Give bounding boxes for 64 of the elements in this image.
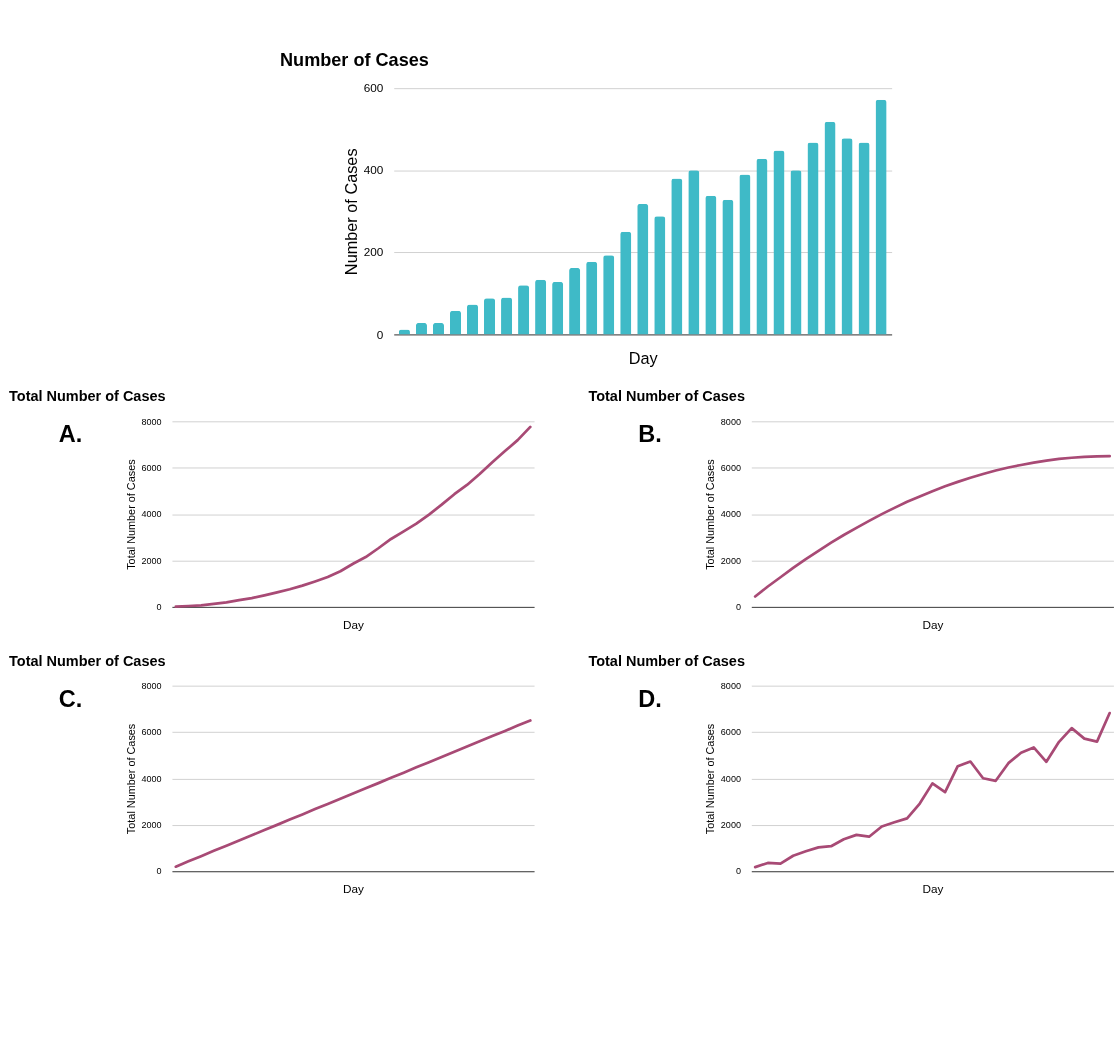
y-tick-label: 400 [363,163,384,177]
bar [807,142,819,335]
line-series [174,425,532,609]
bar [756,158,768,335]
y-tick-label: 6000 [141,462,162,473]
bar [671,178,683,335]
y-axis-title: Total Number of Cases [125,723,138,835]
line-series [753,711,1112,869]
y-tick-label: 2000 [720,820,741,831]
y-tick-label: 6000 [720,727,741,738]
bar [688,170,700,335]
y-tick-label: 0 [735,866,741,877]
y-tick-label: 8000 [720,416,741,427]
bar [739,174,751,335]
chart-title: Total Number of Cases [588,652,745,669]
y-axis-title: Total Number of Cases [704,723,717,835]
y-tick-label: 2000 [141,555,162,566]
chart-title: Total Number of Cases [9,652,166,669]
y-tick-label: 4000 [720,773,741,784]
bar [841,138,853,335]
text: B. [638,421,662,448]
y-tick-label: 2000 [141,820,162,831]
y-tick-label: 200 [363,245,384,259]
text: C. [58,685,83,712]
y-axis-title: Total Number of Cases [704,458,717,570]
y-tick-label: 600 [363,81,384,95]
y-tick-label: 8000 [141,680,162,691]
y-axis-title: Number of Cases [341,148,360,276]
chart-title: Total Number of Cases [9,388,166,405]
bar [637,203,649,335]
bar [824,121,836,335]
y-tick-label: 8000 [141,416,162,427]
y-tick-label: 0 [376,327,384,341]
y-tick-label: 8000 [720,680,741,691]
y-tick-label: 6000 [141,727,162,738]
y-tick-label: 0 [156,866,162,877]
x-axis-title: Day [628,348,659,367]
x-axis-title: Day [343,882,365,896]
x-axis-title: Day [922,882,944,896]
line-series [174,719,532,868]
y-tick-label: 4000 [141,509,162,520]
bar [858,142,870,335]
y-axis-title: Total Number of Cases [125,458,138,570]
bar [722,199,734,335]
y-tick-label: 0 [156,602,162,613]
x-axis-title: Day [343,618,365,632]
bar [620,231,632,335]
bar [790,170,802,335]
text: D. [638,685,662,712]
x-axis-title: Day [922,618,944,632]
line-series [753,454,1112,598]
bar [875,99,887,335]
bar [449,310,462,335]
bar [705,195,717,335]
bar [466,304,479,335]
text: A. [58,421,83,448]
y-tick-label: 2000 [720,555,741,566]
chart-title: Total Number of Cases [588,388,745,405]
y-tick-label: 4000 [720,509,741,520]
y-tick-label: 4000 [141,773,162,784]
y-tick-label: 0 [735,602,741,613]
bar [773,150,785,335]
chart-title: Number of Cases [280,50,429,71]
y-tick-label: 6000 [720,462,741,473]
